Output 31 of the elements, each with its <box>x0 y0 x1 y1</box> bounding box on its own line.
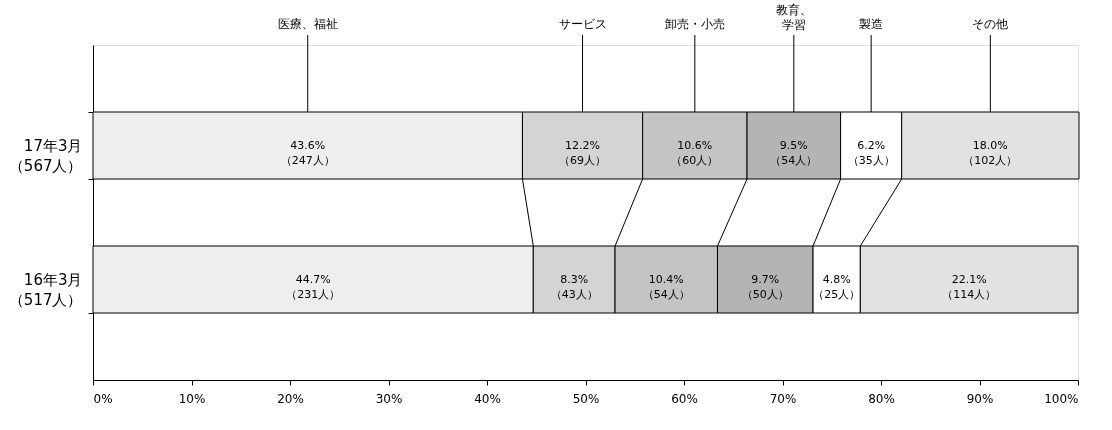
data-label: 8.3% （43人） <box>550 272 598 301</box>
x-tick-label: 90% <box>966 391 994 406</box>
x-tick-label: 70% <box>769 391 797 406</box>
data-label: 6.2% （35人） <box>847 138 895 167</box>
y-tick-label: 17年3月（567人） <box>8 137 83 175</box>
y-tick-label: 16年3月（517人） <box>8 271 83 309</box>
text: 卸売・小売 <box>664 17 725 31</box>
data-label: 9.7% （50人） <box>741 272 789 301</box>
x-tick-label: 0% <box>93 391 113 406</box>
x-tick-label: 60% <box>671 391 698 406</box>
data-label: 18.0% （102人） <box>963 138 1018 167</box>
x-tick-label: 50% <box>572 391 600 406</box>
data-label: 10.4% （54人） <box>642 272 690 301</box>
data-label: 22.1% （114人） <box>942 272 997 301</box>
data-label: 4.8% （25人） <box>813 272 861 301</box>
data-label: 44.7% （231人） <box>286 272 341 301</box>
x-tick-label: 100% <box>1044 391 1079 406</box>
x-tick-label: 40% <box>474 391 501 406</box>
data-label: 12.2% （69人） <box>559 138 607 167</box>
data-label: 43.6% （247人） <box>280 138 335 167</box>
x-tick-label: 80% <box>868 391 895 406</box>
data-label: 9.5% （54人） <box>770 138 818 167</box>
data-label: 10.6% （60人） <box>671 138 719 167</box>
x-tick-label: 20% <box>277 391 304 406</box>
x-tick-label: 10% <box>178 391 206 406</box>
text: サービス <box>558 17 607 31</box>
text: 教育、学習 <box>775 3 812 32</box>
text: 製造 <box>859 17 884 31</box>
text: その他 <box>972 17 1009 31</box>
text: 医療、福祉 <box>277 17 338 31</box>
x-tick-label: 30% <box>375 391 403 406</box>
